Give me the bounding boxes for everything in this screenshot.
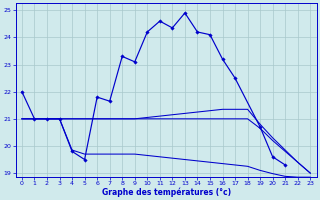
X-axis label: Graphe des températures (°c): Graphe des températures (°c) xyxy=(101,187,231,197)
